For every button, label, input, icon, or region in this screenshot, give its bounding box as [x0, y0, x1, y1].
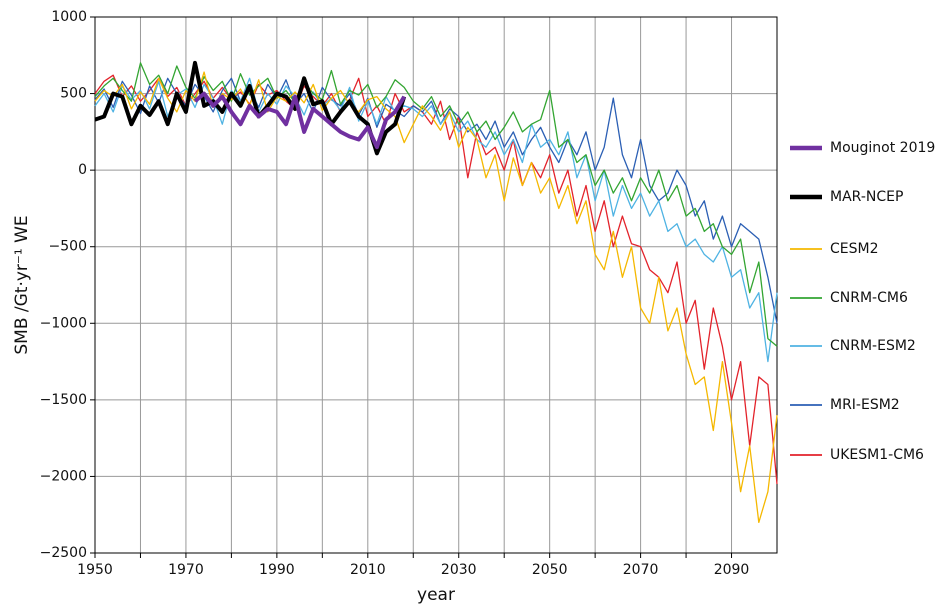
x-tick-label: 1990 [259, 562, 295, 578]
y-tick-label: −1000 [40, 315, 87, 331]
y-tick-label: −1500 [40, 392, 87, 408]
legend-label: Mouginot 2019 [830, 140, 935, 156]
x-tick-label: 2070 [623, 562, 659, 578]
series-line [193, 91, 406, 150]
y-tick-label: −2000 [40, 468, 87, 484]
legend-label: CNRM-ESM2 [830, 338, 916, 354]
x-tick-label: 2050 [532, 562, 568, 578]
y-tick-label: −2500 [40, 545, 87, 561]
legend-label: CNRM-CM6 [830, 290, 908, 306]
series-line [94, 74, 778, 485]
series-line [94, 71, 778, 524]
x-tick-label: 2090 [714, 562, 750, 578]
x-tick-label: 2030 [441, 562, 477, 578]
legend-label: MAR-NCEP [830, 189, 903, 205]
x-tick-label: 2010 [350, 562, 386, 578]
y-tick-label: −500 [49, 239, 87, 255]
legend-label: UKESM1-CM6 [830, 447, 924, 463]
y-axis-title: SMB /Gt·yr⁻¹ WE [12, 215, 32, 354]
x-axis-title: year [417, 585, 455, 605]
series-line [94, 62, 778, 347]
series-line [94, 60, 407, 156]
y-tick-label: 500 [60, 86, 87, 102]
legend-label: MRI-ESM2 [830, 397, 900, 413]
y-tick-label: 0 [78, 162, 87, 178]
x-tick-label: 1950 [77, 562, 113, 578]
y-tick-label: 1000 [51, 9, 87, 25]
plot-frame [94, 16, 778, 554]
series-line [94, 77, 778, 363]
x-tick-label: 1970 [168, 562, 204, 578]
legend-label: CESM2 [830, 241, 879, 257]
